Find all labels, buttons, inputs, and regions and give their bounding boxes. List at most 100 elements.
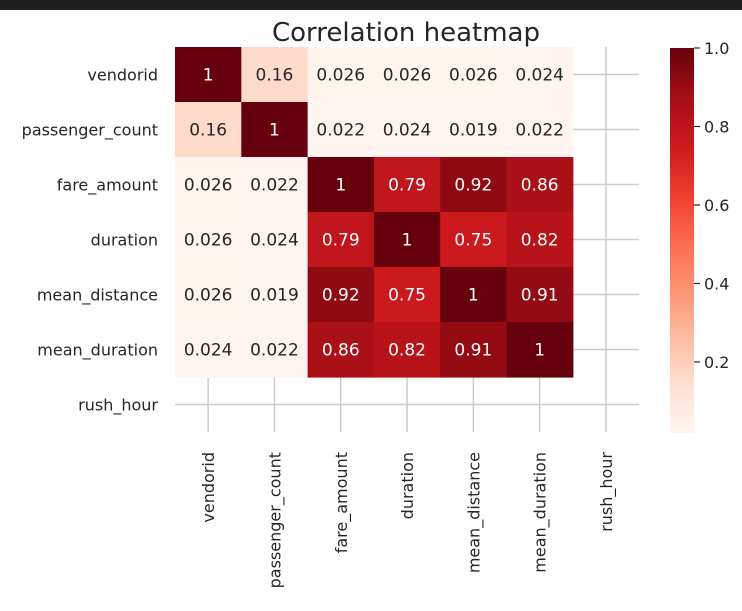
cell-value-label: 0.026 (184, 286, 233, 306)
cell-value-label: 0.026 (316, 66, 365, 86)
cell-labels: 1 0.16 0.026 0.026 0.026 0.024 0.16 1 0.022 0.024… (184, 66, 564, 361)
colorbar-tick-label: 0.6 (704, 196, 729, 215)
heatmap-cell (506, 47, 574, 103)
heatmap-cell (307, 102, 375, 158)
cell-value-label: 0.024 (250, 231, 299, 251)
heatmap-cell (440, 267, 508, 323)
cell-value-label: 0.026 (449, 66, 498, 86)
heatmap-cell (440, 212, 508, 268)
cell-value-label: 0.024 (515, 66, 564, 86)
heatmap-cell (440, 157, 508, 213)
heatmap-cell (241, 47, 309, 103)
colorbar-tick-label: 0.8 (704, 117, 729, 136)
heatmap-cell (307, 47, 375, 103)
cell-value-label: 0.82 (388, 341, 426, 361)
colorbar-tick-label: 0.2 (704, 353, 729, 372)
cell-value-label: 0.026 (184, 176, 233, 196)
cell-value-label: 0.024 (184, 341, 233, 361)
cell-value-label: 0.026 (383, 66, 432, 86)
x-tick-label: mean_distance (464, 452, 484, 573)
heatmap-cell (373, 322, 441, 378)
cell-value-label: 0.16 (189, 121, 227, 141)
cell-value-label: 0.022 (250, 341, 299, 361)
y-tick-label: passenger_count (22, 121, 158, 141)
heatmap-cells (175, 47, 574, 378)
cell-value-label: 0.019 (449, 121, 498, 141)
x-tick-label: rush_hour (597, 452, 617, 532)
heatmap-cell (506, 322, 574, 378)
heatmap-cell (506, 157, 574, 213)
cell-value-label: 0.79 (322, 231, 360, 251)
cell-value-label: 0.022 (515, 121, 564, 141)
heatmap-cell (175, 47, 242, 103)
cell-value-label: 0.79 (388, 176, 426, 196)
heatmap-cell (373, 267, 441, 323)
cell-value-label: 0.86 (521, 176, 559, 196)
colorbar: 0.2 0.4 0.6 0.8 1.0 (670, 39, 729, 433)
cell-value-label: 1 (534, 341, 545, 361)
heatmap-cell (307, 212, 375, 268)
colorbar-gradient (670, 48, 694, 433)
x-tick-label: passenger_count (265, 452, 285, 588)
heatmap-cell (440, 47, 508, 103)
heatmap-cell (307, 157, 375, 213)
x-tick-label: vendorid (199, 452, 218, 523)
cell-value-label: 0.92 (454, 176, 492, 196)
heatmap-chart: Correlation heatmap 1 0.16 0.026 0.026 0.026… (22, 18, 730, 589)
heatmap-cell (373, 47, 441, 103)
heatmap-cell (440, 102, 508, 158)
y-tick-label: mean_distance (37, 286, 158, 306)
cell-value-label: 1 (468, 286, 479, 306)
heatmap-cell (373, 212, 441, 268)
heatmap-cell (506, 267, 574, 323)
x-tick-label: duration (398, 452, 417, 519)
heatmap-cell (175, 322, 242, 378)
y-tick-label: mean_duration (37, 341, 158, 361)
y-tick-label: duration (91, 231, 158, 250)
y-tick-label: fare_amount (57, 176, 158, 196)
heatmap-cell (241, 322, 309, 378)
colorbar-tick-label: 0.4 (704, 274, 729, 293)
heatmap-cell (175, 267, 242, 323)
heatmap-cell (241, 212, 309, 268)
heatmap-cell (440, 322, 508, 378)
heatmap-cell (506, 102, 574, 158)
cell-value-label: 0.86 (322, 341, 360, 361)
window-top-bar (0, 0, 742, 10)
cell-value-label: 1 (203, 66, 214, 86)
heatmap-figure: Correlation heatmap 1 0.16 0.026 0.026 0.026… (0, 10, 742, 606)
x-tick-label: fare_amount (332, 452, 352, 553)
heatmap-cell (241, 267, 309, 323)
cell-value-label: 0.92 (322, 286, 360, 306)
cell-value-label: 0.022 (250, 176, 299, 196)
y-tick-label: vendorid (87, 66, 158, 85)
cell-value-label: 0.75 (454, 231, 492, 251)
cell-value-label: 0.024 (383, 121, 432, 141)
cell-value-label: 0.16 (256, 66, 294, 86)
heatmap-cell (373, 102, 441, 158)
heatmap-cell (307, 267, 375, 323)
heatmap-cell (175, 212, 242, 268)
heatmap-cell (241, 102, 309, 158)
heatmap-cell (506, 212, 574, 268)
cell-value-label: 0.75 (388, 286, 426, 306)
cell-value-label: 0.91 (521, 286, 559, 306)
heatmap-cell (175, 102, 242, 158)
cell-value-label: 1 (269, 121, 280, 141)
y-axis-tick-labels: vendorid passenger_count fare_amountdurati… (22, 66, 159, 416)
cell-value-label: 0.019 (250, 286, 299, 306)
heatmap-cell (373, 157, 441, 213)
heatmap-cell (241, 157, 309, 213)
cell-value-label: 0.91 (454, 341, 492, 361)
cell-value-label: 1 (402, 231, 413, 251)
cell-value-label: 1 (335, 176, 346, 196)
y-tick-label: rush_hour (78, 396, 158, 416)
chart-title: Correlation heatmap (272, 18, 540, 48)
heatmap-cell (175, 157, 242, 213)
cell-value-label: 0.82 (521, 231, 559, 251)
colorbar-tick-label: 1.0 (704, 39, 729, 58)
heatmap-cell (307, 322, 375, 378)
cell-value-label: 0.022 (316, 121, 365, 141)
cell-value-label: 0.026 (184, 231, 233, 251)
x-axis-tick-labels: vendorid passenger_count fare_amount durati… (199, 452, 617, 589)
